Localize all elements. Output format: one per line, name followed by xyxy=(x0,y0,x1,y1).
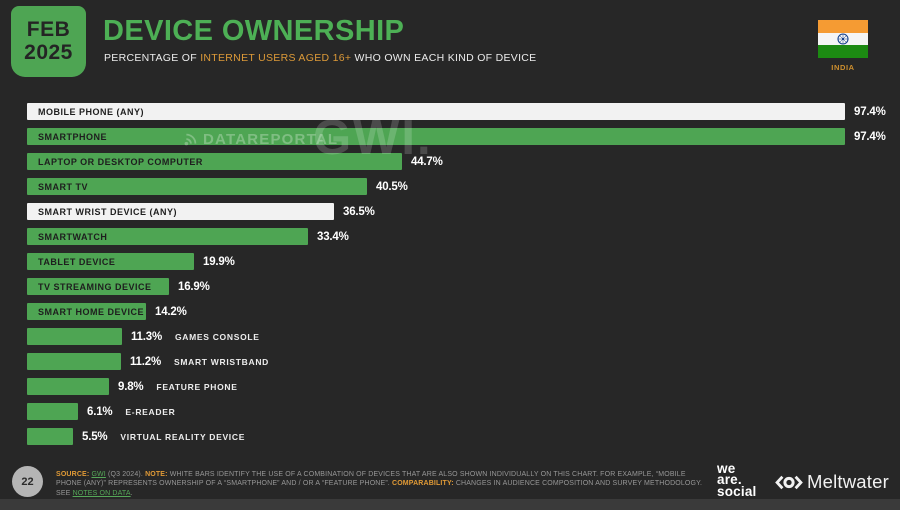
bar-tablet-device: TABLET DEVICE xyxy=(27,253,194,270)
bar-row: TV STREAMING DEVICE 16.9% xyxy=(27,278,887,295)
bar-row: SMART HOME DEVICE 14.2% xyxy=(27,303,887,320)
flag-saffron-stripe xyxy=(818,20,868,33)
flag-green-stripe xyxy=(818,45,868,59)
bar-row: TABLET DEVICE 19.9% xyxy=(27,253,887,270)
bar-value: 40.5% xyxy=(376,180,408,193)
notes-after: . xyxy=(130,489,133,497)
bar-smart-tv: SMART TV xyxy=(27,178,367,195)
bar-row: SMART WRIST DEVICE (ANY) 36.5% xyxy=(27,203,887,220)
india-flag-icon xyxy=(818,20,868,59)
bar-value: 6.1% xyxy=(87,405,113,418)
bar-value: 11.3% xyxy=(131,330,162,343)
bar-row: 9.8% FEATURE PHONE xyxy=(27,378,887,395)
date-year: 2025 xyxy=(24,40,73,64)
we-are-social-logo: we are. social xyxy=(717,461,757,499)
subtitle-prefix: PERCENTAGE OF xyxy=(104,52,201,64)
bar-label: SMART TV xyxy=(38,181,88,192)
bar-row: 5.5% VIRTUAL REALITY DEVICE xyxy=(27,428,887,445)
bar-label: E-READER xyxy=(125,406,176,417)
bar-value: 97.4% xyxy=(854,130,886,143)
page-title: DEVICE OWNERSHIP xyxy=(103,15,405,47)
bar-row: SMARTWATCH 33.4% xyxy=(27,228,887,245)
date-month: FEB xyxy=(26,17,71,41)
bar-label: MOBILE PHONE (ANY) xyxy=(38,106,145,117)
bar-mobile-phone-any: MOBILE PHONE (ANY) xyxy=(27,103,845,120)
bar-row: 6.1% E-READER xyxy=(27,403,887,420)
bar-value: 16.9% xyxy=(178,280,210,293)
country-label: INDIA xyxy=(831,63,855,72)
bar-value: 33.4% xyxy=(317,230,349,243)
bar-smartwatch: SMARTWATCH xyxy=(27,228,308,245)
meltwater-wordmark: Meltwater xyxy=(807,471,889,492)
bar-e-reader xyxy=(27,403,78,420)
footnote: SOURCE: GWI (Q3 2024). NOTE: WHITE BARS … xyxy=(56,470,704,498)
bar-value: 44.7% xyxy=(411,155,443,168)
comparability-label: COMPARABILITY: xyxy=(392,480,454,488)
bar-label: VIRTUAL REALITY DEVICE xyxy=(120,431,246,442)
bar-label: TV STREAMING DEVICE xyxy=(38,281,152,292)
source-link[interactable]: GWI xyxy=(91,471,106,478)
bar-value: 97.4% xyxy=(854,105,886,118)
bar-label: SMARTWATCH xyxy=(38,231,108,242)
bar-games-console xyxy=(27,328,122,345)
bar-chart: MOBILE PHONE (ANY) 97.4% SMARTPHONE 97.4% LA… xyxy=(27,103,887,445)
bar-virtual-reality-device xyxy=(27,428,73,445)
notes-on-data-link[interactable]: NOTES ON DATA xyxy=(72,489,131,497)
subtitle-suffix: WHO OWN EACH KIND OF DEVICE xyxy=(351,52,537,64)
meltwater-logo: Meltwater xyxy=(775,471,889,493)
page-subtitle: PERCENTAGE OF INTERNET USERS AGED 16+ WH… xyxy=(104,52,537,64)
bar-tv-streaming-device: TV STREAMING DEVICE xyxy=(27,278,169,295)
bar-label: TABLET DEVICE xyxy=(38,256,116,267)
bar-row: MOBILE PHONE (ANY) 97.4% xyxy=(27,103,887,120)
bar-label: SMART WRIST DEVICE (ANY) xyxy=(38,206,177,217)
bar-row: 11.2% SMART WRISTBAND xyxy=(27,353,887,370)
meltwater-icon xyxy=(775,475,803,489)
bar-smart-wrist-device-any: SMART WRIST DEVICE (ANY) xyxy=(27,203,334,220)
flag-white-stripe xyxy=(818,32,868,46)
page-number-badge: 22 xyxy=(12,466,43,497)
bar-smart-home-device: SMART HOME DEVICE xyxy=(27,303,146,320)
bar-row: LAPTOP OR DESKTOP COMPUTER 44.7% xyxy=(27,153,887,170)
note-label: NOTE: xyxy=(145,471,168,478)
we-are-social-line1: we xyxy=(717,461,736,476)
bar-value: 9.8% xyxy=(118,380,144,393)
bar-label: SMARTPHONE xyxy=(38,131,108,142)
source-label: SOURCE: xyxy=(56,471,90,478)
bar-feature-phone xyxy=(27,378,109,395)
source-after: (Q3 2024). xyxy=(105,471,146,478)
bar-label: SMART HOME DEVICE xyxy=(38,306,145,317)
bar-label: FEATURE PHONE xyxy=(156,381,238,392)
bar-row: SMART TV 40.5% xyxy=(27,178,887,195)
bar-value: 5.5% xyxy=(82,430,108,443)
note-text: WHITE BARS IDENTIFY THE USE OF A COMBINA… xyxy=(56,471,686,488)
bar-value: 19.9% xyxy=(203,255,235,268)
bar-label: LAPTOP OR DESKTOP COMPUTER xyxy=(38,156,203,167)
subtitle-highlight: INTERNET USERS AGED 16+ xyxy=(200,52,352,64)
date-badge: FEB 2025 xyxy=(11,6,86,77)
ashoka-chakra-icon xyxy=(837,33,849,45)
bar-smartphone: SMARTPHONE xyxy=(27,128,845,145)
bar-value: 11.2% xyxy=(130,355,161,368)
bar-laptop-or-desktop-computer: LAPTOP OR DESKTOP COMPUTER xyxy=(27,153,402,170)
bar-row: 11.3% GAMES CONSOLE xyxy=(27,328,887,345)
bar-row: SMARTPHONE 97.4% xyxy=(27,128,887,145)
bar-smart-wristband xyxy=(27,353,121,370)
bar-value: 14.2% xyxy=(155,305,187,318)
we-are-social-line3: social xyxy=(717,483,757,499)
bottom-strip xyxy=(0,499,900,510)
bar-label: SMART WRISTBAND xyxy=(173,356,270,367)
bar-label: GAMES CONSOLE xyxy=(174,331,260,342)
we-are-social-line2: are. xyxy=(717,472,742,488)
comparability-text: CHANGES IN AUDIENCE COMPOSITION AND SURV… xyxy=(56,480,703,497)
bar-value: 36.5% xyxy=(343,205,375,218)
